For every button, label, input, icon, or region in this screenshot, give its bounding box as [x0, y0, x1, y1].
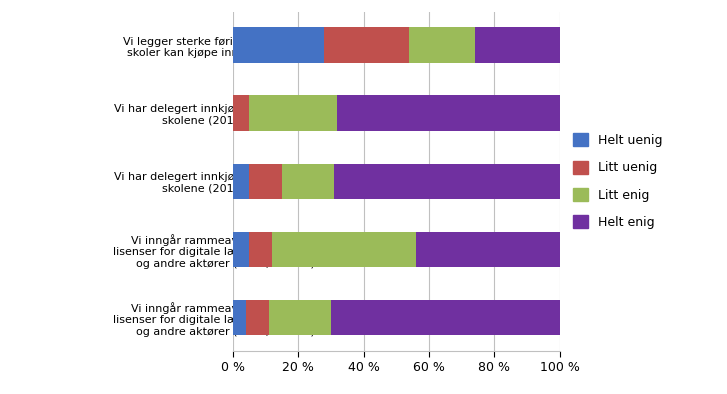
- Bar: [409, 27, 475, 63]
- Bar: [337, 95, 560, 131]
- Bar: [233, 164, 249, 199]
- Bar: [324, 27, 409, 63]
- Bar: [334, 164, 560, 199]
- Bar: [416, 232, 560, 267]
- Bar: [249, 95, 337, 131]
- Bar: [281, 164, 334, 199]
- Bar: [331, 300, 560, 335]
- Bar: [475, 27, 560, 63]
- Legend: Helt uenig, Litt uenig, Litt enig, Helt enig: Helt uenig, Litt uenig, Litt enig, Helt …: [573, 133, 662, 229]
- Bar: [233, 27, 324, 63]
- Bar: [233, 232, 249, 267]
- Bar: [233, 95, 249, 131]
- Bar: [233, 300, 246, 335]
- Bar: [269, 300, 331, 335]
- Bar: [272, 232, 416, 267]
- Bar: [249, 164, 281, 199]
- Bar: [246, 300, 269, 335]
- Bar: [249, 232, 272, 267]
